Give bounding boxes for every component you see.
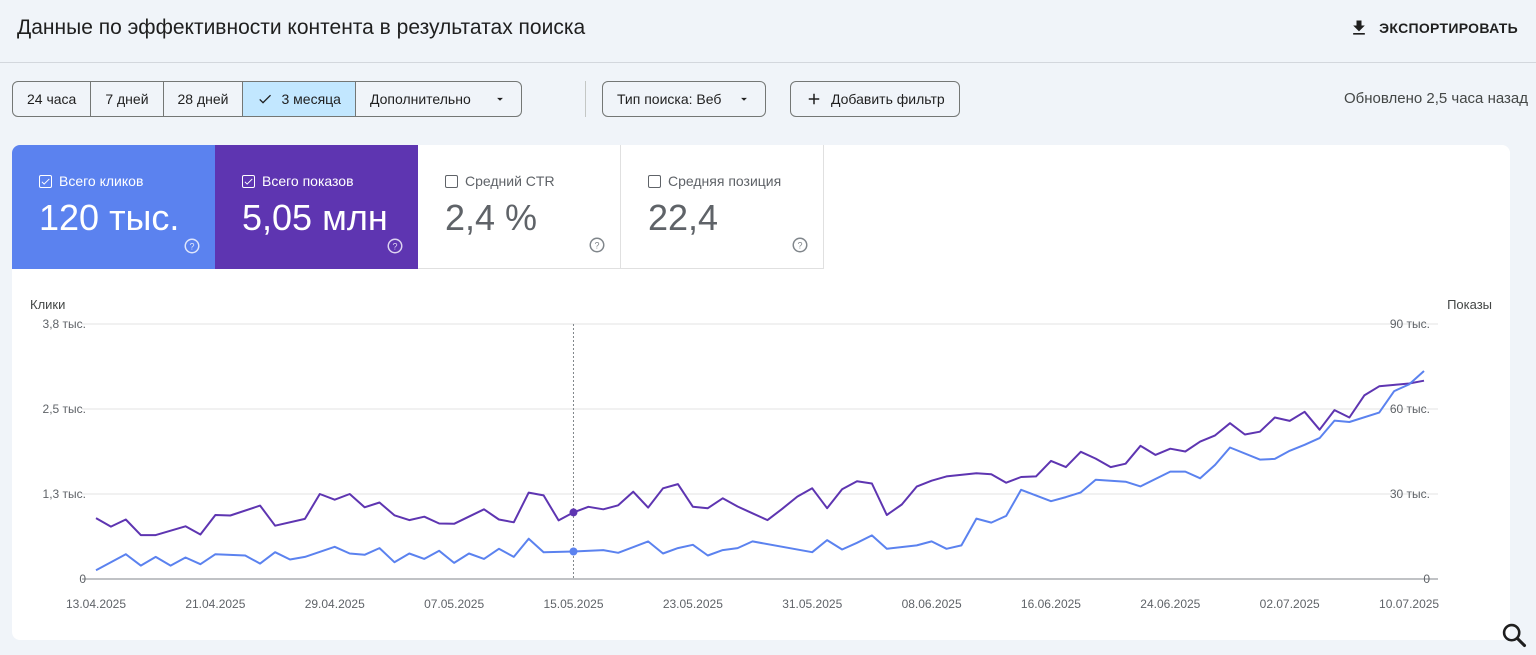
x-tick-label: 24.06.2025 xyxy=(1140,597,1200,611)
range-label: 3 месяца xyxy=(281,91,341,107)
toolbar-divider xyxy=(585,81,586,117)
add-filter-label: Добавить фильтр xyxy=(831,91,945,107)
range-label: 7 дней xyxy=(105,91,149,107)
check-icon xyxy=(259,94,272,104)
right-tick-label: 30 тыс. xyxy=(1390,487,1430,501)
download-icon xyxy=(1353,20,1365,35)
range-3m-button[interactable]: 3 месяца xyxy=(243,82,356,116)
x-tick-label: 15.05.2025 xyxy=(543,597,603,611)
x-tick-label: 02.07.2025 xyxy=(1260,597,1320,611)
metric-value: 22,4 xyxy=(648,197,719,238)
range-7d-button[interactable]: 7 дней xyxy=(91,82,164,116)
caret-down-icon xyxy=(741,97,748,101)
checkbox-unchecked-icon[interactable] xyxy=(445,174,458,188)
x-axis-ticks: 13.04.2025 21.04.2025 29.04.2025 07.05.2025… xyxy=(66,597,1439,611)
search-type-dropdown[interactable]: Тип поиска: Веб xyxy=(602,81,767,117)
svg-text:?: ? xyxy=(594,240,599,250)
metric-value: 2,4 % xyxy=(445,197,538,238)
x-tick-label: 13.04.2025 xyxy=(66,597,126,611)
range-label: Дополнительно xyxy=(369,91,471,107)
left-tick-label: 2,5 тыс. xyxy=(43,402,86,416)
x-tick-label: 21.04.2025 xyxy=(185,597,245,611)
range-more-dropdown[interactable]: Дополнительно xyxy=(356,82,521,116)
x-tick-label: 10.07.2025 xyxy=(1379,597,1439,611)
help-icon[interactable]: ? xyxy=(183,237,201,255)
hover-point xyxy=(569,508,578,517)
export-button[interactable]: ЭКСПОРТИРОВАТЬ xyxy=(1349,14,1518,42)
hover-point xyxy=(569,547,578,556)
help-icon[interactable]: ? xyxy=(588,236,606,254)
metric-label: Средний CTR xyxy=(465,173,555,189)
performance-card: Всего кликов 120 тыс. ? Всего показов 5,… xyxy=(12,145,1510,640)
left-tick-label: 1,3 тыс. xyxy=(43,487,86,501)
export-label: ЭКСПОРТИРОВАТЬ xyxy=(1379,20,1518,36)
svg-text:?: ? xyxy=(797,240,802,250)
metric-value: 5,05 млн xyxy=(242,197,388,238)
range-24h-button[interactable]: 24 часа xyxy=(13,82,92,116)
plus-icon xyxy=(808,93,820,105)
add-filter-button[interactable]: Добавить фильтр xyxy=(790,81,960,117)
checkbox-checked-icon[interactable] xyxy=(242,174,255,188)
metric-label: Всего кликов xyxy=(59,173,144,189)
page-header: Данные по эффективности контента в резул… xyxy=(0,0,1536,63)
metric-tile-clicks[interactable]: Всего кликов 120 тыс. ? xyxy=(12,145,215,269)
range-label: 28 дней xyxy=(177,91,229,107)
chart-series xyxy=(95,370,1425,572)
x-tick-label: 08.06.2025 xyxy=(902,597,962,611)
metric-value: 120 тыс. xyxy=(39,197,180,238)
magnifier-icon[interactable] xyxy=(1500,621,1528,649)
series-line-clicks xyxy=(95,370,1425,572)
checkbox-checked-icon[interactable] xyxy=(39,174,52,188)
left-tick-label: 0 xyxy=(79,572,86,586)
caret-down-icon xyxy=(496,97,503,101)
metric-label: Средняя позиция xyxy=(668,173,782,189)
right-tick-label: 60 тыс. xyxy=(1390,402,1430,416)
metric-tile-position[interactable]: Средняя позиция 22,4 ? xyxy=(621,145,824,269)
date-range-toolbar: 24 часа 7 дней 28 дней 3 месяца Дополнит… xyxy=(12,81,522,117)
right-axis-title: Показы xyxy=(1447,297,1492,312)
range-label: 24 часа xyxy=(27,91,77,107)
series-line-impressions xyxy=(95,379,1425,537)
metric-tile-impressions[interactable]: Всего показов 5,05 млн ? xyxy=(215,145,418,269)
left-tick-label: 3,8 тыс. xyxy=(43,317,86,331)
help-icon[interactable]: ? xyxy=(791,236,809,254)
range-28d-button[interactable]: 28 дней xyxy=(164,82,244,116)
x-tick-label: 31.05.2025 xyxy=(782,597,842,611)
date-range-segmented: 24 часа 7 дней 28 дней 3 месяца Дополнит… xyxy=(12,81,522,117)
svg-text:?: ? xyxy=(392,241,397,251)
x-tick-label: 07.05.2025 xyxy=(424,597,484,611)
metric-tile-ctr[interactable]: Средний CTR 2,4 % ? xyxy=(418,145,621,269)
chart-grid xyxy=(82,323,1438,580)
right-tick-label: 90 тыс. xyxy=(1390,317,1430,331)
left-axis-title: Клики xyxy=(30,297,65,312)
svg-text:?: ? xyxy=(189,241,194,251)
x-tick-label: 23.05.2025 xyxy=(663,597,723,611)
performance-chart[interactable]: Клики Показы 0 0 1,3 тыс. 30 тыс. 2,5 тыс. 60… xyxy=(12,145,1510,640)
metric-label: Всего показов xyxy=(262,173,354,189)
page-title: Данные по эффективности контента в резул… xyxy=(17,16,586,39)
updated-status: Обновлено 2,5 часа назад xyxy=(1343,90,1528,107)
help-icon[interactable]: ? xyxy=(386,237,404,255)
checkbox-unchecked-icon[interactable] xyxy=(648,174,661,188)
y-axis-ticks: 0 0 1,3 тыс. 30 тыс. 2,5 тыс. 60 тыс. 3,8 тыс.… xyxy=(43,317,1431,586)
x-tick-label: 16.06.2025 xyxy=(1021,597,1081,611)
search-type-label: Тип поиска: Веб xyxy=(617,91,722,107)
right-tick-label: 0 xyxy=(1423,572,1430,586)
x-tick-label: 29.04.2025 xyxy=(305,597,365,611)
